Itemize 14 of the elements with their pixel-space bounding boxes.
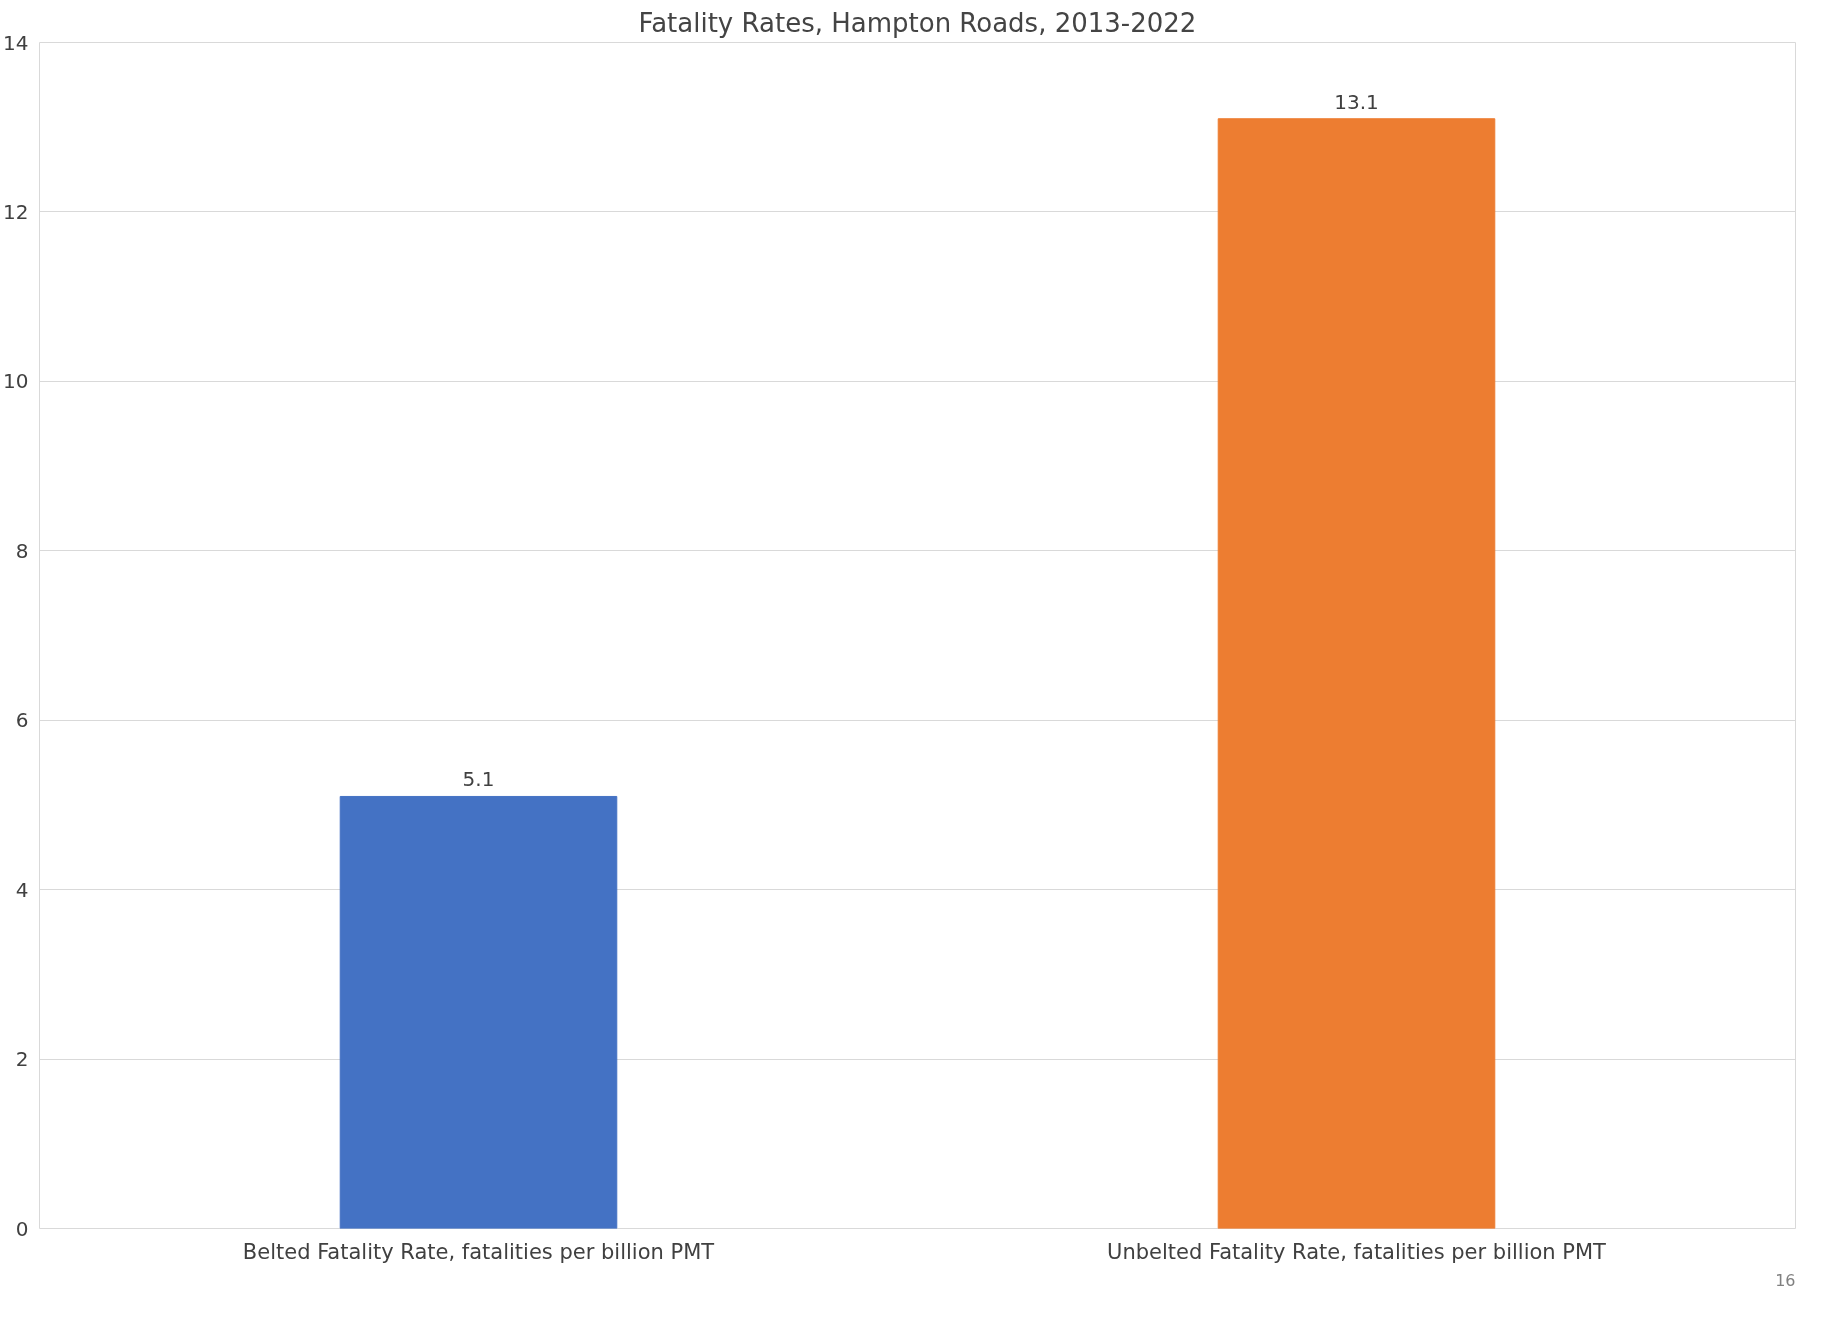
y-tick-label: 2: [15, 1047, 29, 1072]
x-tick-label: Unbelted Fatality Rate, fatalities per billion PMT: [1107, 1239, 1607, 1264]
data-label: 13.1: [1334, 89, 1379, 114]
data-label: 5.1: [462, 767, 495, 792]
y-tick-label: 8: [15, 538, 29, 563]
y-tick-label: 4: [15, 877, 29, 902]
y-tick-label: 14: [3, 30, 29, 55]
y-tick-label: 12: [3, 199, 29, 224]
y-tick-label: 10: [3, 369, 29, 394]
y-tick-label: 6: [15, 708, 29, 733]
x-tick-label: Belted Fatality Rate, fatalities per billion PMT: [242, 1239, 715, 1264]
chart-title: Fatality Rates, Hampton Roads, 2013-2022: [638, 7, 1197, 38]
y-tick-label: 0: [15, 1216, 29, 1241]
text: 16: [1775, 1270, 1796, 1290]
